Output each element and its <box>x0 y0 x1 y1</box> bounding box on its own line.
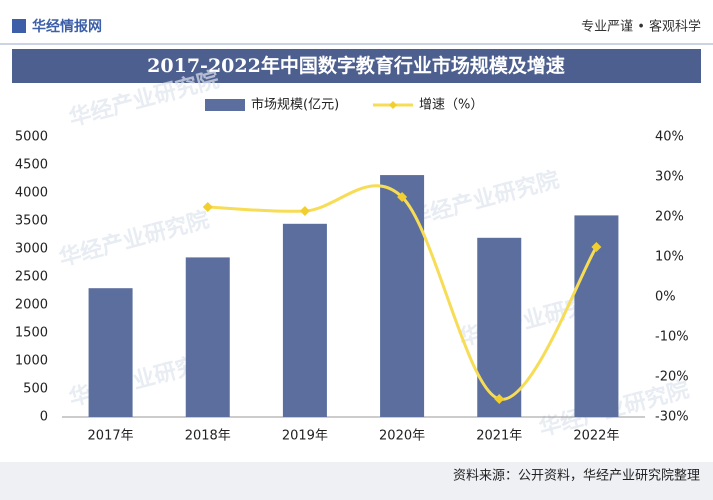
chart-title: 2017-2022年中国数字教育行业市场规模及增速 <box>147 54 565 77</box>
y-tick-label: 1000 <box>15 354 48 369</box>
x-tick-label: 2018年 <box>185 429 231 444</box>
bar <box>282 223 327 417</box>
y2-tick-label: 0% <box>655 290 676 305</box>
marker <box>202 202 213 212</box>
marker <box>299 206 310 216</box>
y-tick-label: 2500 <box>15 270 48 285</box>
marker <box>494 394 505 404</box>
brand: 华经情报网 <box>32 18 102 35</box>
marker <box>591 242 602 252</box>
bar <box>185 257 230 417</box>
x-tick-label: 2019年 <box>282 429 328 444</box>
legend-label: 市场规模(亿元) <box>251 97 339 113</box>
legend-marker <box>389 101 397 109</box>
title-bar <box>12 49 701 83</box>
footer-band <box>0 462 713 500</box>
y2-tick-label: -30% <box>655 410 689 425</box>
y-tick-label: 5000 <box>15 130 48 145</box>
marker <box>397 192 408 202</box>
y-tick-label: 3000 <box>15 242 48 257</box>
legend-swatch <box>205 99 245 111</box>
source: 资料来源：公开资料，华经产业研究院整理 <box>453 469 700 484</box>
y-tick-label: 4500 <box>15 158 48 173</box>
y-tick-label: 2000 <box>15 298 48 313</box>
y-tick-label: 0 <box>40 410 48 425</box>
y-tick-label: 4000 <box>15 186 48 201</box>
x-tick-label: 2021年 <box>476 429 522 444</box>
bar <box>477 237 522 417</box>
line <box>207 184 598 401</box>
logo-icon <box>12 19 26 33</box>
y2-tick-label: -20% <box>655 370 689 385</box>
y2-tick-label: 30% <box>655 170 684 185</box>
x-tick-label: 2017年 <box>88 429 134 444</box>
x-tick-label: 2020年 <box>379 429 425 444</box>
y2-tick-label: -10% <box>655 330 689 345</box>
bar <box>380 175 425 417</box>
y2-tick-label: 20% <box>655 210 684 225</box>
y-tick-label: 3500 <box>15 214 48 229</box>
slogan: 专业严谨 • 客观科学 <box>581 19 701 35</box>
x-tick-label: 2022年 <box>573 429 619 444</box>
y2-tick-label: 10% <box>655 250 684 265</box>
legend-label: 增速（%） <box>419 98 483 113</box>
y-tick-label: 1500 <box>15 326 48 341</box>
y-tick-label: 500 <box>23 382 48 397</box>
y2-tick-label: 40% <box>655 130 684 145</box>
bar <box>88 288 133 417</box>
